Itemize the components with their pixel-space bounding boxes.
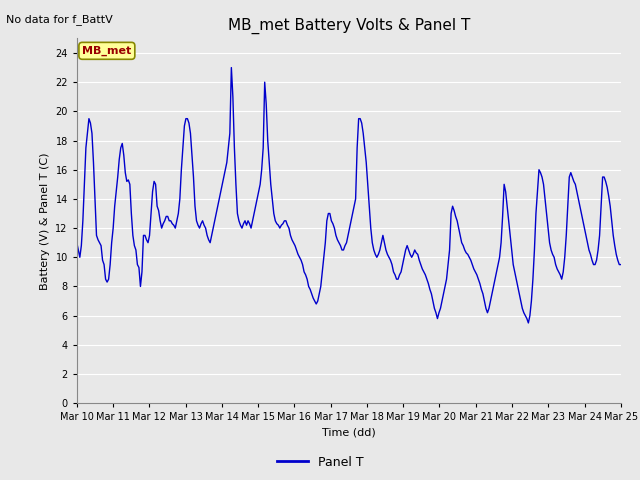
Text: No data for f_BattV: No data for f_BattV xyxy=(6,14,113,25)
Title: MB_met Battery Volts & Panel T: MB_met Battery Volts & Panel T xyxy=(228,18,470,34)
Y-axis label: Battery (V) & Panel T (C): Battery (V) & Panel T (C) xyxy=(40,152,50,289)
Text: MB_met: MB_met xyxy=(82,46,131,56)
X-axis label: Time (dd): Time (dd) xyxy=(322,428,376,438)
Legend: Panel T: Panel T xyxy=(271,451,369,474)
